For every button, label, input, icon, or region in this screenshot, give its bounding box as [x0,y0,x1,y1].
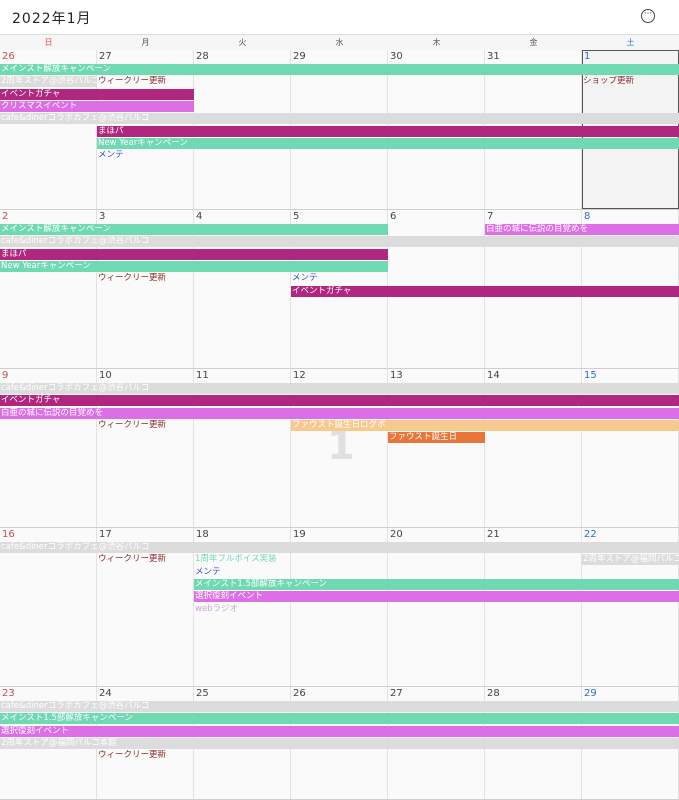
day-number: 2 [2,211,9,222]
calendar-event[interactable]: cafe&dinerコラボカフェ@渋谷パルコ [0,236,679,248]
calendar-event[interactable]: クリスマスイベント [0,100,194,112]
day-number: 15 [584,370,597,381]
weekday-label: 月 [141,38,150,47]
calendar-event[interactable]: 2周年ストア@渋谷パルコ [0,76,97,88]
calendar-event[interactable]: 選択復刻イベント [194,591,679,603]
day-number: 3 [99,211,106,222]
calendar-event[interactable]: 選択復刻イベント [0,725,679,737]
day-number: 14 [487,370,500,381]
day-number: 27 [99,51,112,62]
day-number: 27 [390,688,403,699]
week-row: 9 10 11 12 13 14 15 1 cafe&dinerコラボカフェ@渋谷パルコ イベント… [0,369,679,528]
calendar-event[interactable]: メインスト解放キャンペーン [0,224,388,235]
calendar-event[interactable]: ウィークリー更新 [98,554,167,565]
weekday-label: 火 [238,38,247,47]
calendar-event[interactable]: イベントガチャ [291,285,679,297]
calendar-event[interactable]: 白亜の城に伝説の目覚めを [0,407,679,419]
week-row: 16 17 18 19 20 21 22 cafe&dinerコラボカフェ@渋谷パルコ ウィーク… [0,528,679,687]
weekday-label: 木 [432,38,441,47]
calendar-event[interactable]: cafe&dinerコラボカフェ@渋谷パルコ [0,383,679,394]
weekday-label: 水 [335,38,344,47]
calendar-event[interactable]: New Yearキャンペーン [0,260,388,272]
calendar-event[interactable]: まほパ [97,125,679,137]
day-number: 30 [390,51,403,62]
day-number: 11 [196,370,209,381]
day-number: 20 [390,529,403,540]
calendar-event[interactable]: ウィークリー更新 [98,273,167,284]
calendar-event[interactable]: メンテ [98,150,124,161]
day-number: 26 [293,688,306,699]
calendar-event[interactable]: メンテ [292,273,318,284]
day-cell[interactable] [291,528,388,686]
day-number: 22 [584,529,597,540]
month-title: 2022年1月 [12,11,92,27]
day-number: 4 [196,211,203,222]
day-number: 29 [584,688,597,699]
calendar-event[interactable]: メインスト1.5部解放キャンペーン [194,578,679,590]
calendar-event[interactable]: cafe&dinerコラボカフェ@渋谷パルコ [0,542,679,553]
calendar-event[interactable]: イベントガチャ [0,88,194,100]
day-number: 1 [584,51,591,62]
calendar-event[interactable]: ファウスト誕生日 [388,432,485,444]
day-number: 13 [390,370,403,381]
day-number: 19 [293,529,306,540]
calendar-event[interactable]: cafe&dinerコラボカフェ@渋谷パルコ [0,701,679,712]
day-cell[interactable] [97,528,194,686]
calendar-event[interactable]: ウィークリー更新 [98,750,167,761]
day-number: 18 [196,529,209,540]
calendar-event[interactable]: まほパ [0,248,388,260]
day-number: 29 [293,51,306,62]
day-number: 31 [487,51,500,62]
day-cell[interactable] [194,528,291,686]
day-number: 7 [487,211,494,222]
day-number: 10 [99,370,112,381]
calendar-event[interactable]: 1周年フルボイス実装 [195,554,277,565]
week-row: 26 27 28 29 30 31 1 メインスト解放キャンペーン 2周年ストア@渋谷パルコ ウィ… [0,50,679,210]
day-number: 16 [2,529,15,540]
calendar-event[interactable]: webラジオ [195,603,238,614]
day-number: 28 [487,688,500,699]
more-circle-icon[interactable]: ··· [641,9,655,23]
weekday-label: 日 [44,38,53,47]
day-number: 21 [487,529,500,540]
month-grid: 26 27 28 29 30 31 1 メインスト解放キャンペーン 2周年ストア@渋谷パルコ ウィ… [0,50,679,800]
calendar-event[interactable]: 白亜の城に伝説の目覚めを [485,224,679,235]
week-row: 2 3 4 5 6 7 8 メインスト解放キャンペーン 白亜の城に伝説の目覚めを cafe&din… [0,210,679,369]
day-number: 25 [196,688,209,699]
day-cell[interactable] [388,528,485,686]
calendar-header: 2022年1月 ··· [0,0,679,34]
day-number: 24 [99,688,112,699]
calendar-event[interactable]: 2周年ストア@福岡パルコ本館 [0,737,679,749]
day-number: 26 [2,51,15,62]
calendar-event[interactable]: メンテ [195,566,221,577]
day-number: 12 [293,370,306,381]
weekday-label: 金 [529,38,538,47]
day-number: 28 [196,51,209,62]
day-cell[interactable] [485,528,582,686]
day-number: 6 [390,211,397,222]
calendar-event[interactable]: ファウスト誕生日ログボ [291,419,679,431]
day-number: 23 [2,688,15,699]
calendar-event[interactable]: ウィークリー更新 [98,419,167,430]
calendar-event[interactable]: 2周年ストア@福岡パルコ [582,554,679,566]
weekday-label: 土 [626,38,635,47]
calendar-event[interactable]: イベントガチャ [0,395,679,407]
calendar-event[interactable]: ウィークリー更新 [98,76,167,87]
day-cell[interactable] [0,528,97,686]
calendar-event[interactable]: New Yearキャンペーン [97,137,679,149]
calendar-event[interactable]: cafe&dinerコラボカフェ@渋谷パルコ [0,113,679,125]
calendar-event[interactable]: メインスト1.5部解放キャンペーン [0,713,679,725]
day-number: 8 [584,211,591,222]
week-row: 23 24 25 26 27 28 29 cafe&dinerコラボカフェ@渋谷パルコ メインス… [0,687,679,800]
calendar-event[interactable]: ショップ更新 [583,76,635,87]
day-number: 9 [2,370,9,381]
day-number: 5 [293,211,300,222]
day-number: 17 [99,529,112,540]
calendar-event[interactable]: メインスト解放キャンペーン [0,64,679,75]
